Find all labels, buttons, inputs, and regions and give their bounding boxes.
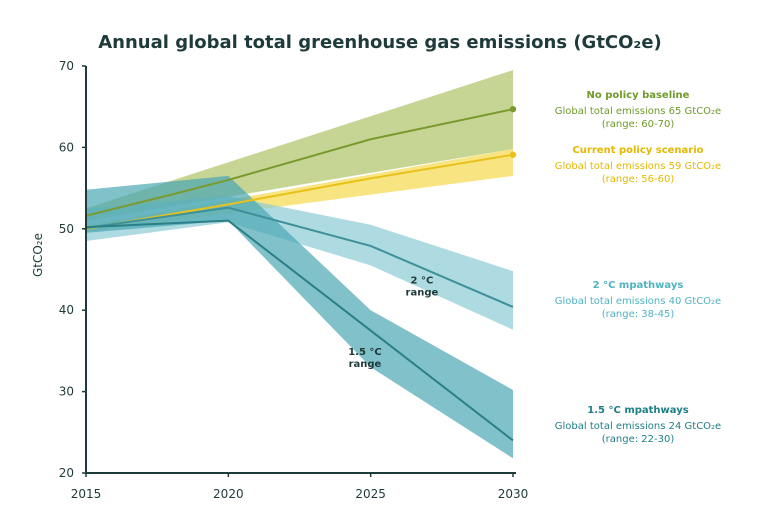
label-range-current: (range: 56-60) [602,174,675,185]
y-tick-label: 60 [59,140,74,154]
band-one_five_c [86,175,513,459]
y-axis-label: GtCO₂e [31,233,45,277]
line-one_five_c [85,219,514,442]
label-desc-baseline: Global total emissions 65 GtCO₂e [555,106,721,117]
line-baseline [85,108,514,217]
y-tick-label: 30 [59,385,74,399]
range-bands [86,70,513,459]
line-current [85,153,514,230]
series-labels: No policy baseline Global total emissions… [555,90,721,445]
y-tick-label: 40 [59,303,74,317]
label-desc-current: Global total emissions 59 GtCO₂e [555,161,721,172]
label-name-current: Current policy scenario [572,145,703,156]
series-lines [85,105,517,442]
y-tick-label: 50 [59,222,74,236]
label-name-one_five_c: 1.5 °C mpathways [587,405,688,416]
label-desc-two_c: Global total emissions 40 GtCO₂e [555,296,721,307]
annotation-two-line1: 2 °C [411,275,434,286]
label-range-two_c: (range: 38-45) [602,309,675,320]
end-marker-baseline [509,105,517,113]
annotation-onefive-line1: 1.5 °C [348,347,382,358]
label-desc-one_five_c: Global total emissions 24 GtCO₂e [555,421,721,432]
annotation-two-line2: range [406,287,439,298]
end-marker-current [509,151,517,158]
x-tick-label: 2025 [355,487,386,501]
y-tick-label: 20 [59,466,74,480]
label-range-one_five_c: (range: 22-30) [602,434,675,445]
annotation-onefive-line2: range [349,359,382,370]
label-range-baseline: (range: 60-70) [602,119,675,130]
x-tick-label: 2015 [71,487,102,501]
x-tick-label: 2030 [498,487,529,501]
label-name-two_c: 2 °C mpathways [593,280,684,291]
line-two_c [85,206,514,308]
y-tick-label: 70 [59,59,74,73]
x-tick-label: 2020 [213,487,244,501]
label-name-baseline: No policy baseline [587,90,690,101]
chart-title: Annual global total greenhouse gas emiss… [98,32,662,53]
